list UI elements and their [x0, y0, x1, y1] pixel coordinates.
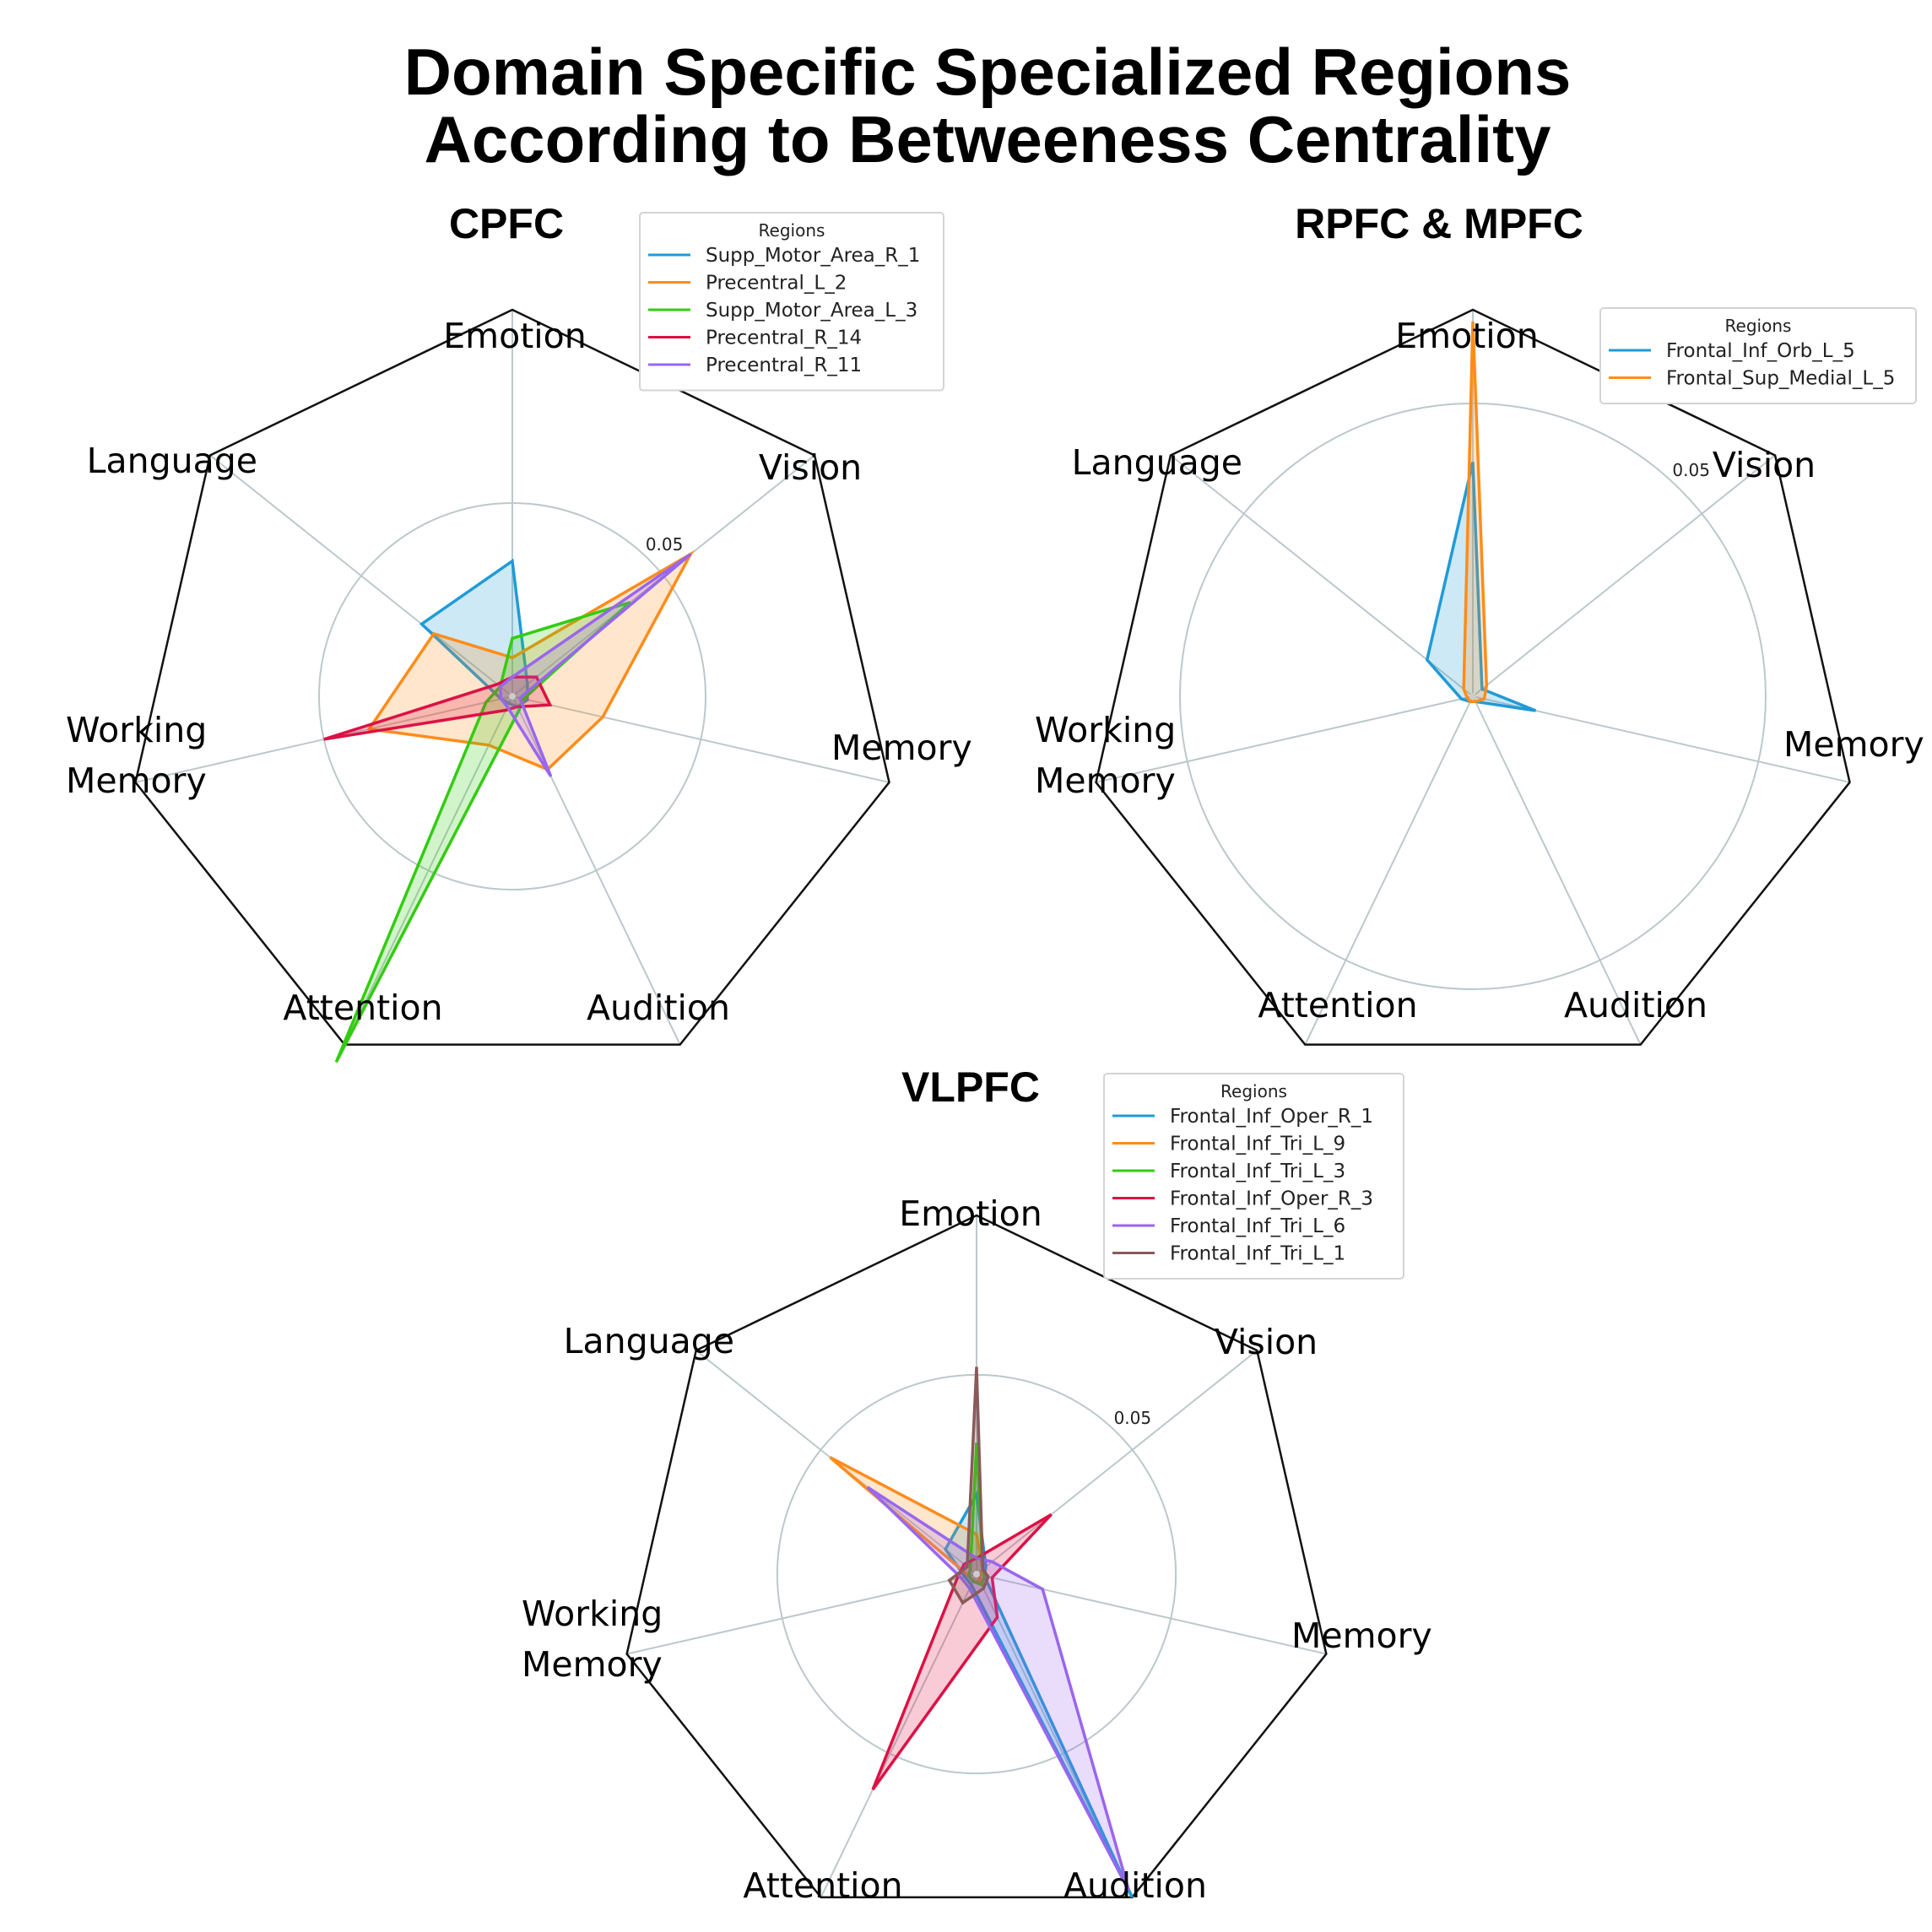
center-point: [509, 693, 516, 700]
series-frontal-inf-tri-l-6: [866, 1486, 1130, 1891]
series-frontal-inf-tri-l-1: [947, 1366, 990, 1605]
legend-cpfc: Regions Supp_Motor_Area_R_1 Precentral_L_2…: [639, 212, 944, 392]
legend-rpfc-mpfc: Regions Frontal_Inf_Orb_L_5 Frontal_Sup_Me…: [1599, 307, 1917, 404]
center-point: [1469, 693, 1476, 700]
legend-entry-frontal-inf-tri-l-9: Frontal_Inf_Tri_L_9: [1170, 1134, 1345, 1155]
spoke-working-memory: [1096, 695, 1474, 783]
axis-label-working-memory-line-2: Memory: [1035, 760, 1176, 801]
axis-label-memory: Memory: [831, 728, 972, 768]
axis-label-emotion: Emotion: [1395, 316, 1538, 356]
legend-title: Regions: [1220, 1081, 1287, 1101]
spoke-audition: [1472, 695, 1642, 1046]
axis-label-emotion: Emotion: [899, 1193, 1042, 1234]
axis-label-attention: Attention: [1258, 985, 1417, 1026]
grid-circle: [1179, 403, 1767, 990]
legend-entry-frontal-inf-tri-l-3: Frontal_Inf_Tri_L_3: [1170, 1161, 1345, 1182]
legend-entry-frontal-inf-tri-l-6: Frontal_Inf_Tri_L_6: [1170, 1215, 1345, 1237]
spoke-language: [1170, 454, 1474, 697]
panel-title-vlpfc: VLPFC: [901, 1063, 1040, 1111]
legend-box: [1103, 1073, 1404, 1280]
axis-label-memory: Memory: [1291, 1615, 1432, 1656]
legend-entry-frontal-inf-oper-r-1: Frontal_Inf_Oper_R_1: [1170, 1106, 1373, 1128]
legend-entry-frontal-inf-orb-l-5: Frontal_Inf_Orb_L_5: [1666, 340, 1855, 362]
spoke-attention: [820, 1573, 977, 1898]
series-precentral-r-11: [498, 553, 692, 777]
legend-entry-precentral-l-2: Precentral_L_2: [706, 273, 847, 295]
axis-label-attention: Attention: [743, 1865, 902, 1906]
legend-entry-frontal-inf-oper-r-3: Frontal_Inf_Oper_R_3: [1170, 1188, 1373, 1210]
legend-title: Regions: [759, 220, 825, 241]
axis-label-working-memory-line-2: Memory: [522, 1644, 663, 1685]
r-tick-label: 0.05: [646, 534, 684, 555]
legend-entry-supp-motor-area-l-3: Supp_Motor_Area_L_3: [706, 300, 917, 322]
legend-entry-precentral-r-14: Precentral_R_14: [706, 327, 862, 349]
axis-label-working-memory-line-1: Working: [1035, 710, 1176, 750]
outer-frame: [1095, 308, 1851, 1046]
axis-label-memory: Memory: [1783, 724, 1924, 765]
radar-chart-vlpfc: 0.05 Emotion Vision Memory Audition Attention…: [522, 1063, 1432, 1906]
axis-label-language: Language: [87, 441, 257, 481]
spoke-memory: [976, 1573, 1327, 1655]
series-frontal-inf-oper-r-3: [871, 1513, 1053, 1791]
axis-label-working-memory-line-2: Memory: [66, 760, 207, 801]
axis-label-working-memory-line-1: Working: [522, 1594, 663, 1634]
r-tick-label: 0.05: [1672, 460, 1710, 480]
legend-box: [1599, 307, 1917, 404]
legend-title: Regions: [1725, 316, 1792, 336]
axis-label-vision: Vision: [759, 447, 862, 488]
spoke-working-memory: [626, 1573, 977, 1655]
legend-entry-frontal-inf-tri-l-1: Frontal_Inf_Tri_L_1: [1170, 1243, 1345, 1265]
main-title-line-1: Domain Specific Specialized Regions: [404, 35, 1572, 109]
axis-label-emotion: Emotion: [443, 316, 586, 356]
legend-box: [639, 212, 944, 392]
center-point: [973, 1571, 980, 1578]
axis-label-attention: Attention: [283, 988, 442, 1028]
r-tick-label: 0.05: [1114, 1408, 1152, 1428]
spoke-vision: [976, 1350, 1258, 1575]
main-title-line-2: According to Betweeness Centrality: [425, 102, 1551, 176]
outer-frame: [625, 1214, 1328, 1899]
series-frontal-sup-medial-l-5: [1462, 321, 1489, 704]
radar-chart-rpfc-mpfc: 0.05 Emotion Vision Memory Audition Attention…: [1035, 200, 1924, 1046]
legend-entry-precentral-r-11: Precentral_R_11: [706, 354, 862, 376]
grid-circle: [318, 502, 706, 890]
series-supp-motor-area-r-1: [419, 558, 529, 709]
axis-label-language: Language: [564, 1321, 734, 1361]
panel-title-cpfc: CPFC: [449, 200, 564, 247]
outer-frame: [134, 308, 890, 1046]
panel-title-rpfc-mpfc: RPFC & MPFC: [1295, 200, 1583, 247]
spoke-vision: [1472, 454, 1776, 697]
spoke-attention: [1304, 695, 1474, 1046]
axis-label-audition: Audition: [1063, 1865, 1207, 1906]
radar-panels: 0.05 Emotion Vision Memory Audition Attention…: [66, 200, 1924, 1906]
axis-label-audition: Audition: [1564, 985, 1707, 1026]
legend-vlpfc: Regions Frontal_Inf_Oper_R_1 Frontal_Inf_T…: [1103, 1073, 1404, 1280]
legend-entry-frontal-sup-medial-l-5: Frontal_Sup_Medial_L_5: [1666, 368, 1895, 390]
axis-label-vision: Vision: [1713, 445, 1816, 485]
axis-label-language: Language: [1072, 442, 1242, 483]
radar-chart-cpfc: 0.05 Emotion Vision Memory Audition Attention…: [66, 200, 972, 1063]
legend-entry-supp-motor-area-r-1: Supp_Motor_Area_R_1: [706, 245, 920, 267]
axis-label-audition: Audition: [587, 988, 730, 1028]
axis-label-vision: Vision: [1215, 1322, 1318, 1362]
axis-label-working-memory-line-1: Working: [66, 710, 207, 750]
